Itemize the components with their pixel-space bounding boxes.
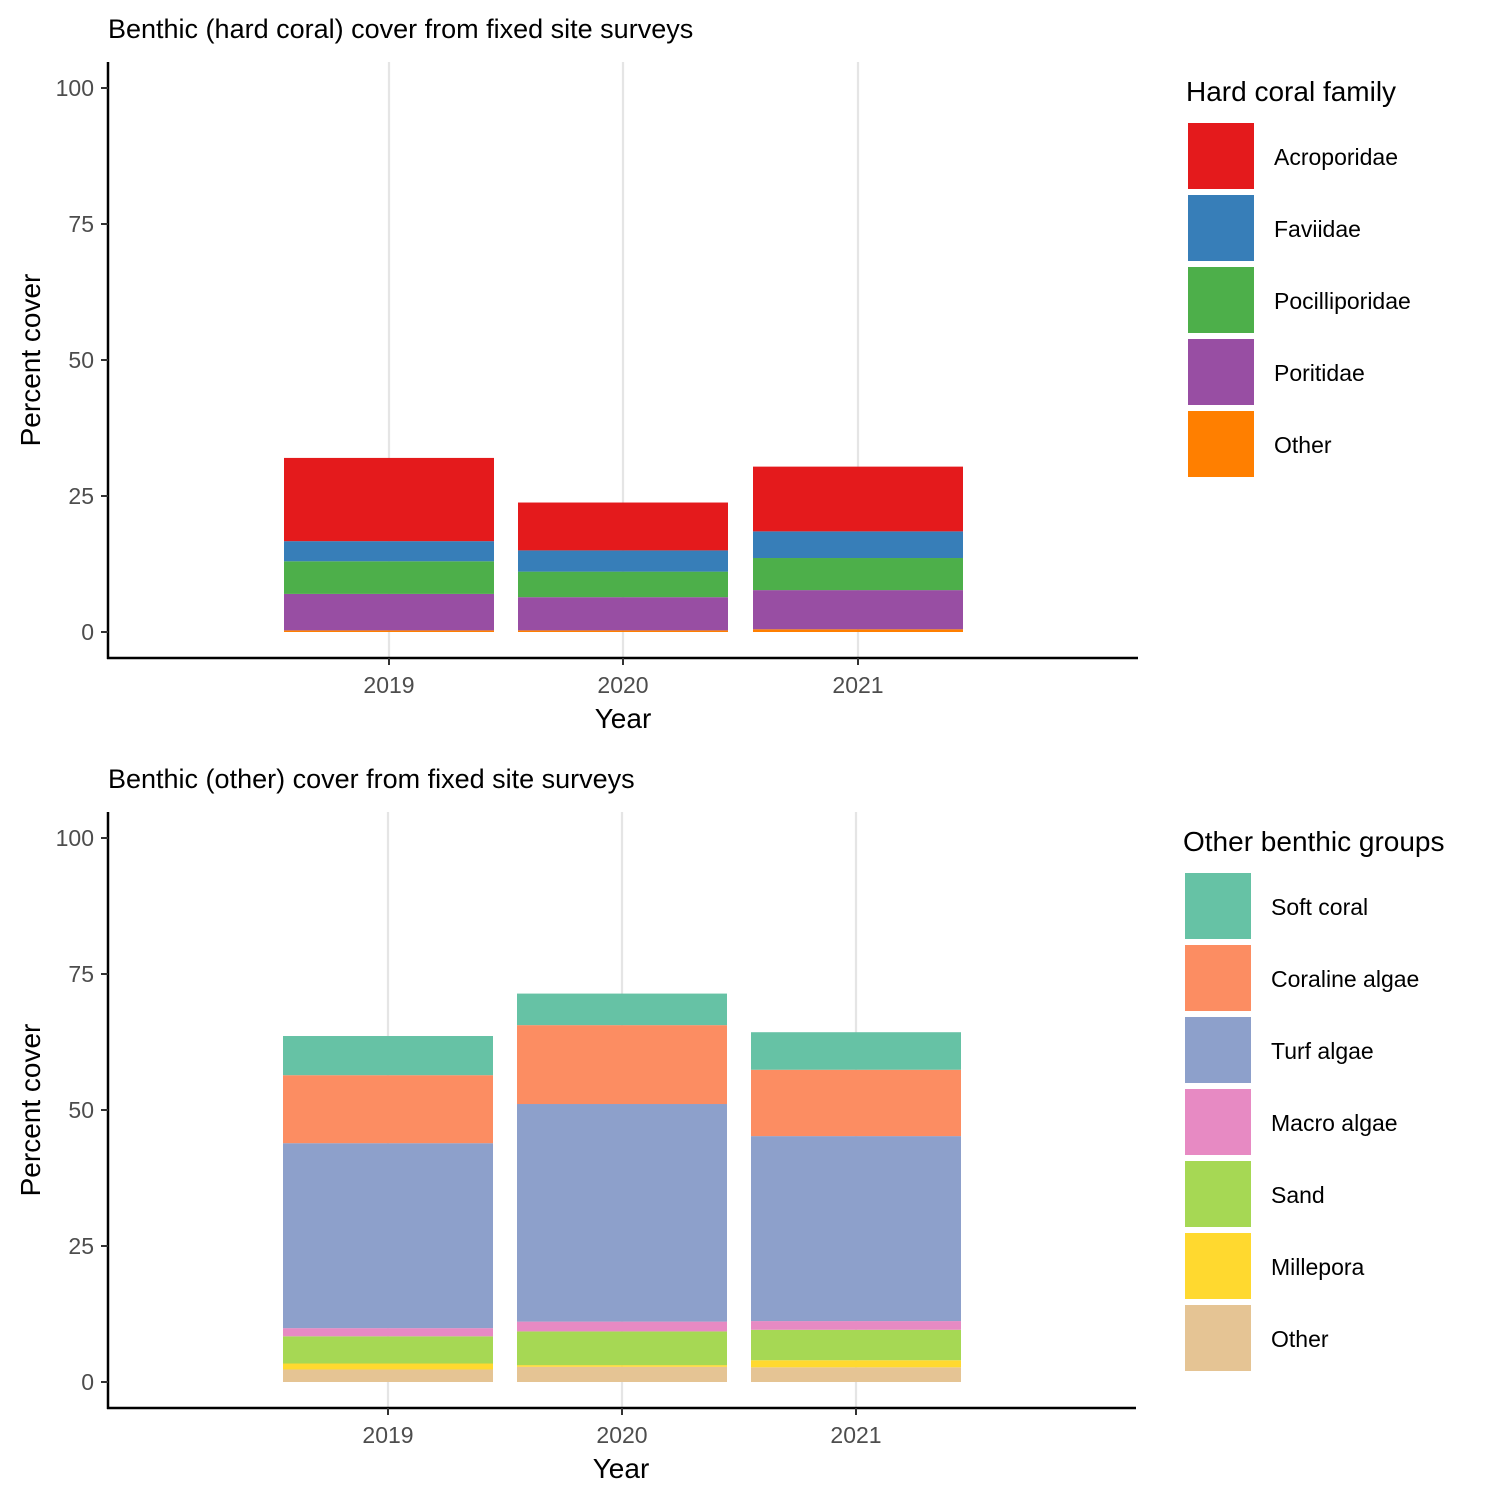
bar-segment — [283, 1369, 493, 1382]
bar-segment — [284, 561, 494, 594]
y-tick-label: 25 — [68, 1233, 94, 1259]
bar-segment — [751, 1321, 961, 1330]
legend: Soft coral Coraline algae Turf algae Macro … — [1185, 873, 1419, 1371]
bar-segment — [517, 1331, 727, 1366]
legend-label: Pocilliporidae — [1274, 288, 1411, 314]
bar-segment — [284, 457, 494, 542]
bar-segment — [284, 593, 494, 631]
chart-title: Benthic (other) cover from fixed site su… — [108, 764, 635, 794]
bar-segment — [517, 993, 727, 1026]
legend-key — [1185, 1017, 1251, 1083]
bar-segment — [517, 1104, 727, 1322]
bar-segment — [283, 1328, 493, 1337]
x-axis-title: Year — [595, 703, 652, 734]
y-tick-label: 50 — [68, 347, 94, 373]
legend-label: Other — [1271, 1326, 1329, 1352]
bar-segment — [517, 1365, 727, 1367]
legend-title: Other benthic groups — [1183, 826, 1445, 857]
x-axis-title: Year — [593, 1453, 650, 1484]
y-tick-label: 50 — [68, 1097, 94, 1123]
bar-segment — [518, 550, 728, 572]
y-tick-label: 100 — [56, 825, 94, 851]
bar-stacks — [284, 457, 963, 632]
y-tick-label: 0 — [81, 619, 94, 645]
legend-label: Millepora — [1271, 1254, 1365, 1280]
x-tick-labels: 2019 2020 2021 — [362, 1408, 882, 1448]
bar-segment — [284, 630, 494, 632]
x-tick-label: 2020 — [597, 672, 648, 698]
bar-segment — [518, 597, 728, 631]
chart-title: Benthic (hard coral) cover from fixed si… — [108, 14, 693, 44]
bar-segment — [753, 466, 963, 532]
legend-label: Coraline algae — [1271, 966, 1419, 992]
bar-segment — [517, 1025, 727, 1105]
legend-label: Poritidae — [1274, 360, 1365, 386]
legend-label: Other — [1274, 432, 1332, 458]
legend-key — [1185, 873, 1251, 939]
bar-segment — [518, 502, 728, 551]
y-tick-label: 75 — [68, 211, 94, 237]
y-tick-label: 100 — [56, 75, 94, 101]
bar-segment — [751, 1069, 961, 1137]
y-tick-label: 0 — [81, 1369, 94, 1395]
bar-segment — [753, 558, 963, 591]
legend-key — [1185, 1161, 1251, 1227]
legend-key — [1188, 195, 1254, 261]
bar-stacks — [283, 993, 961, 1382]
bar-segment — [753, 629, 963, 632]
bar-segment — [518, 571, 728, 598]
y-tick-labels: 0 25 50 75 100 — [56, 825, 108, 1395]
bar-segment — [753, 531, 963, 559]
legend: Acroporidae Faviidae Pocilliporidae Poritid… — [1188, 123, 1411, 477]
legend-key — [1185, 945, 1251, 1011]
bar-segment — [283, 1075, 493, 1144]
bar-segment — [283, 1363, 493, 1370]
bar-segment — [517, 1321, 727, 1332]
bar-segment — [751, 1136, 961, 1322]
y-tick-labels: 0 25 50 75 100 — [56, 75, 108, 645]
legend-key — [1188, 267, 1254, 333]
legend-key — [1185, 1233, 1251, 1299]
y-tick-label: 25 — [68, 483, 94, 509]
bar-segment — [283, 1336, 493, 1364]
x-tick-label: 2021 — [832, 672, 883, 698]
bar-segment — [751, 1360, 961, 1368]
x-tick-label: 2019 — [362, 1422, 413, 1448]
y-tick-label: 75 — [68, 961, 94, 987]
bar-segment — [751, 1032, 961, 1070]
hard-coral-panel: Benthic (hard coral) cover from fixed si… — [15, 14, 1411, 734]
bar-segment — [517, 1366, 727, 1382]
bar-segment — [283, 1143, 493, 1329]
legend-label: Faviidae — [1274, 216, 1361, 242]
legend-label: Soft coral — [1271, 894, 1368, 920]
bar-segment — [751, 1329, 961, 1361]
other-benthic-panel: Benthic (other) cover from fixed site su… — [15, 764, 1445, 1484]
legend-label: Macro algae — [1271, 1110, 1398, 1136]
x-tick-label: 2021 — [830, 1422, 881, 1448]
legend-key — [1185, 1305, 1251, 1371]
bar-segment — [753, 590, 963, 630]
y-axis-title: Percent cover — [15, 1024, 46, 1197]
legend-key — [1188, 123, 1254, 189]
x-tick-label: 2020 — [596, 1422, 647, 1448]
legend-key — [1188, 411, 1254, 477]
x-tick-labels: 2019 2020 2021 — [363, 658, 884, 698]
legend-label: Turf algae — [1271, 1038, 1374, 1064]
legend-label: Acroporidae — [1274, 144, 1398, 170]
legend-label: Sand — [1271, 1182, 1325, 1208]
x-tick-label: 2019 — [363, 672, 414, 698]
legend-title: Hard coral family — [1186, 76, 1396, 107]
bar-segment — [518, 630, 728, 632]
legend-key — [1188, 339, 1254, 405]
bar-segment — [284, 541, 494, 562]
legend-key — [1185, 1089, 1251, 1155]
y-axis-title: Percent cover — [15, 274, 46, 447]
bar-segment — [283, 1036, 493, 1076]
bar-segment — [751, 1367, 961, 1382]
